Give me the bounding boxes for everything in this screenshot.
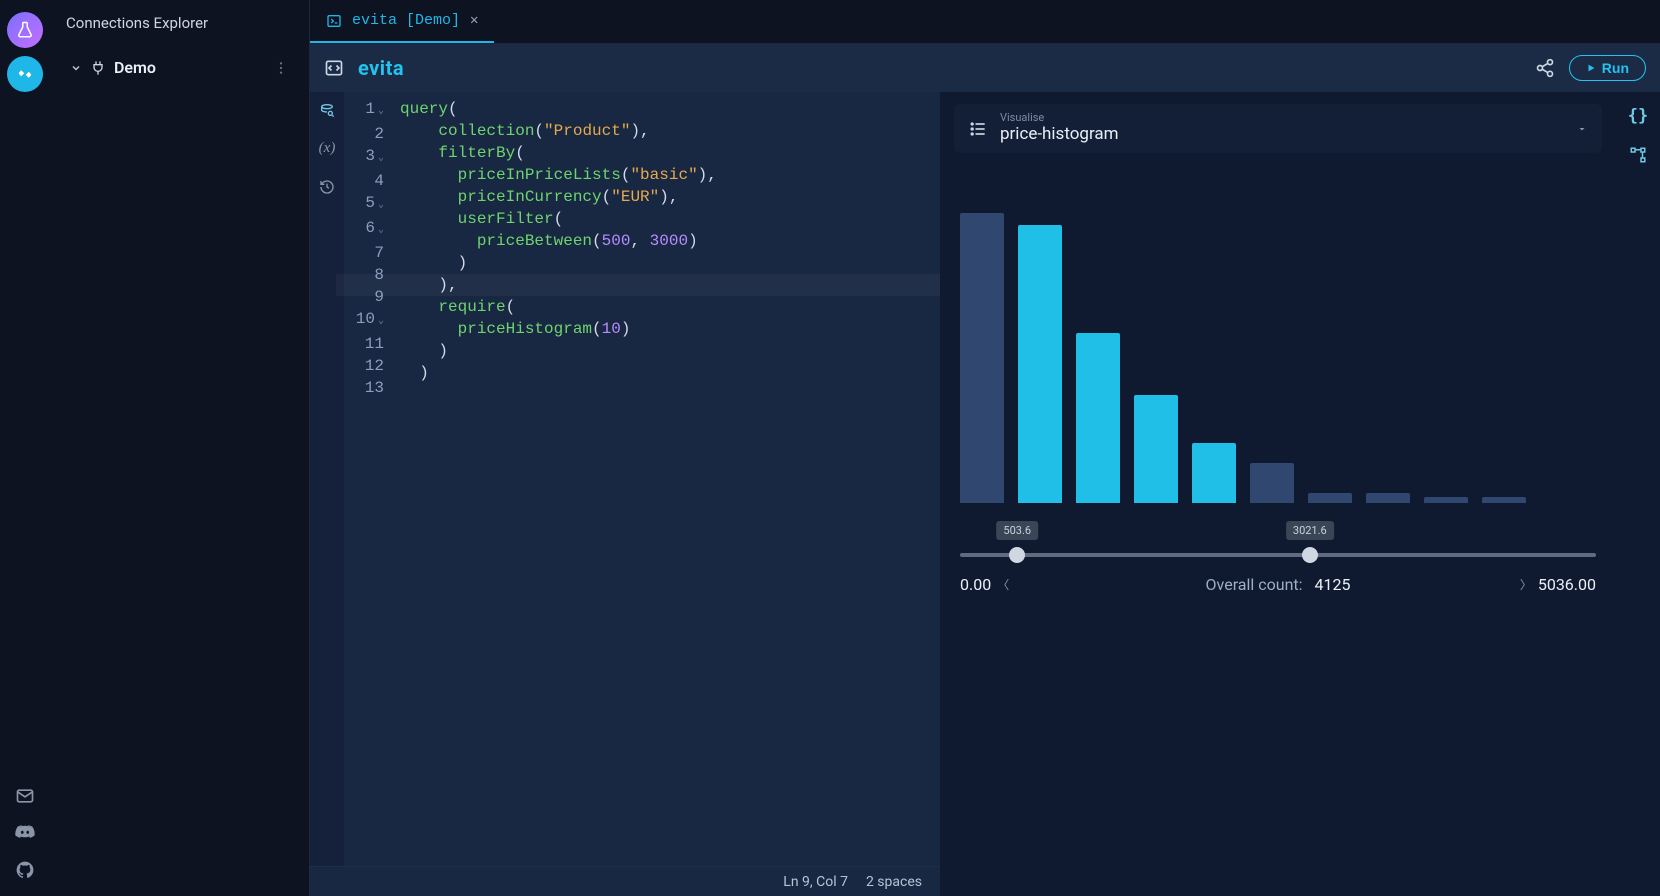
github-icon[interactable] (15, 860, 35, 880)
chevron-right-icon: 〉 (1514, 576, 1538, 593)
query-title: evita (358, 56, 404, 80)
histogram-bar (1308, 493, 1352, 503)
inspect-icon[interactable] (319, 102, 335, 118)
run-button[interactable]: Run (1569, 55, 1646, 81)
terminal-icon (326, 13, 342, 29)
action-bar: evita Run (310, 44, 1660, 92)
tab-label: evita [Demo] (352, 12, 460, 29)
slider-thumb-min[interactable] (1009, 547, 1025, 563)
chevron-down-icon (1576, 123, 1588, 135)
discord-icon[interactable] (14, 822, 36, 844)
indent-info: 2 spaces (866, 874, 922, 890)
chevron-left-icon: 〈 (991, 576, 1015, 593)
editor-column: (x) 1⌄23⌄45⌄6⌄78910⌄111213 query( collec… (310, 92, 940, 896)
histogram-bar (1424, 497, 1468, 503)
sidebar-title: Connections Explorer (50, 0, 309, 46)
results-column: Visualise price-histogram 503.6 3021.6 (940, 92, 1660, 896)
highlighted-line (336, 274, 940, 296)
histogram-bar (1366, 493, 1410, 503)
overall-label: Overall count: (1206, 575, 1303, 594)
histogram-bar (1134, 395, 1178, 503)
plug-icon (90, 60, 106, 76)
overall-value: 4125 (1314, 575, 1350, 594)
more-icon[interactable] (273, 60, 289, 76)
main-area: evita [Demo] ✕ evita Run (x) (310, 0, 1660, 896)
histogram-bar (1018, 225, 1062, 503)
histogram-bar (960, 213, 1004, 503)
slider-min-tooltip: 503.6 (996, 521, 1038, 540)
range-min: 0.00 (960, 575, 991, 594)
editor-status-bar: Ln 9, Col 7 2 spaces (310, 866, 940, 896)
activity-bar (0, 0, 50, 896)
cursor-position: Ln 9, Col 7 (783, 874, 848, 890)
variables-icon[interactable]: (x) (319, 140, 336, 157)
histogram-bar (1076, 333, 1120, 503)
range-slider[interactable]: 503.6 3021.6 (960, 517, 1596, 567)
list-icon (968, 119, 988, 139)
range-max: 5036.00 (1538, 575, 1596, 594)
json-icon[interactable]: {} (1628, 106, 1648, 126)
slider-track (960, 553, 1596, 557)
code-icon (324, 58, 344, 78)
visualise-small-label: Visualise (1000, 112, 1119, 123)
slider-thumb-max[interactable] (1302, 547, 1318, 563)
connection-name: Demo (114, 58, 156, 77)
visualise-selector[interactable]: Visualise price-histogram (954, 104, 1602, 153)
close-icon[interactable]: ✕ (470, 12, 478, 29)
slider-meta: 0.00 〈 Overall count: 4125 〉 5036.00 (960, 575, 1596, 594)
histogram-bar (1482, 497, 1526, 503)
mail-icon[interactable] (15, 786, 35, 806)
share-icon[interactable] (1535, 58, 1555, 78)
chevron-down-icon (70, 62, 82, 74)
slider-max-tooltip: 3021.6 (1286, 521, 1334, 540)
sidebar: Connections Explorer Demo (50, 0, 310, 896)
connection-item-demo[interactable]: Demo (62, 52, 297, 83)
schema-icon[interactable] (1629, 146, 1647, 164)
histogram-bar (1250, 463, 1294, 503)
histogram-bar (1192, 443, 1236, 503)
histogram-chart (954, 213, 1602, 503)
connections-icon[interactable] (7, 56, 43, 92)
tab-bar: evita [Demo] ✕ (310, 0, 1660, 44)
flask-icon[interactable] (7, 12, 43, 48)
code-editor[interactable]: 1⌄23⌄45⌄6⌄78910⌄111213 query( collection… (344, 92, 940, 866)
history-icon[interactable] (319, 179, 335, 195)
tab-evita-demo[interactable]: evita [Demo] ✕ (310, 0, 494, 43)
visualise-selected: price-histogram (1000, 123, 1119, 145)
